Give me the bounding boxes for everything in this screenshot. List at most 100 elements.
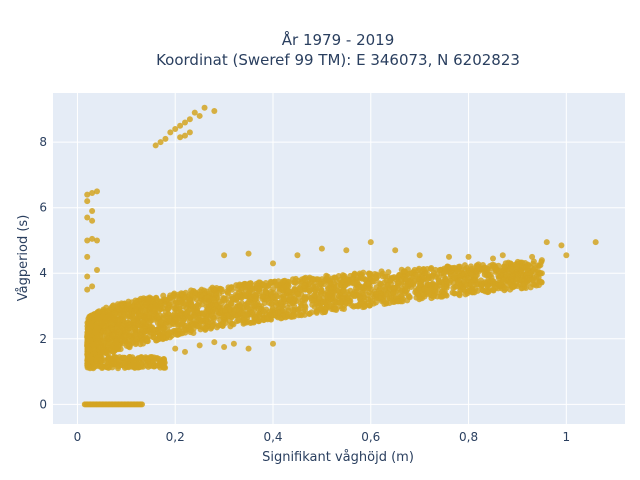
data-point [497,281,504,288]
data-point [170,291,177,298]
data-point [172,345,179,352]
data-point [211,108,218,115]
data-point [165,302,172,309]
data-point [90,311,97,318]
data-point [383,300,390,307]
data-point [155,362,162,369]
data-point [152,142,159,149]
y-tick-label: 8 [39,135,47,149]
data-point [302,303,309,310]
data-point [84,237,91,244]
data-point [384,290,391,297]
data-point [127,332,134,339]
data-point [262,279,269,286]
data-point [306,286,313,293]
data-point [415,271,422,278]
data-point [211,339,218,346]
data-point [510,283,517,290]
data-point [142,328,149,335]
data-point [343,247,350,254]
data-point [287,294,294,301]
data-point [84,273,91,280]
data-point [278,303,285,310]
data-point [324,293,331,300]
data-point [280,278,287,285]
data-point [384,282,391,289]
data-point [134,335,141,342]
data-point [504,282,511,289]
x-axis-title: Signifikant våghöjd (m) [262,450,414,465]
data-point [145,312,152,319]
x-tick-label: 0,8 [459,430,478,444]
data-point [154,313,161,320]
data-point [393,293,400,300]
data-point [513,263,520,270]
data-point [204,294,211,301]
data-point [433,289,440,296]
data-point [222,319,229,326]
data-point [196,112,203,119]
data-point [147,362,154,369]
data-point [390,284,397,291]
data-point [378,268,385,275]
data-point [416,252,423,259]
data-point [84,362,91,369]
data-point [529,260,536,267]
data-point [451,274,458,281]
data-point [320,281,327,288]
data-point [350,292,357,299]
data-point [129,314,136,321]
data-point [197,292,204,299]
data-point [343,300,350,307]
data-point [125,301,132,308]
data-point [509,273,516,280]
data-point [99,313,106,320]
data-point [524,275,531,282]
x-axis-ticks: 0 0,2 0,4 0,6 0,8 1 [74,430,571,444]
data-point [490,255,496,262]
data-point [129,357,136,364]
data-point [122,333,129,340]
data-point [243,312,250,319]
data-point [318,245,325,252]
data-point [291,286,298,293]
data-point [104,314,111,321]
data-point [87,357,94,364]
data-point [319,309,326,316]
data-point [465,253,472,260]
data-point [360,269,367,276]
data-point [296,311,303,318]
data-point [529,253,536,260]
data-point [165,317,172,324]
data-point [392,247,399,254]
data-point [415,275,422,282]
data-point [122,328,129,335]
data-point [221,343,228,350]
data-point [126,306,133,313]
data-point [467,263,474,270]
data-point [118,322,125,329]
data-point [308,309,315,316]
data-point [161,296,168,303]
data-point [172,317,179,324]
data-point [143,356,150,363]
data-point [229,320,236,327]
data-point [110,348,117,355]
data-point [135,364,142,371]
data-point [221,252,228,259]
data-point [84,191,91,198]
data-point [311,292,318,299]
data-point [395,279,402,286]
data-point [470,281,477,288]
data-point [446,253,452,260]
data-point [425,275,432,282]
data-point [156,299,163,306]
data-point [441,291,448,298]
data-point [177,312,184,319]
data-point [251,314,258,321]
data-point [245,250,252,257]
data-point [416,296,423,303]
data-point [538,270,545,277]
data-point [177,122,184,129]
data-point [302,276,309,283]
